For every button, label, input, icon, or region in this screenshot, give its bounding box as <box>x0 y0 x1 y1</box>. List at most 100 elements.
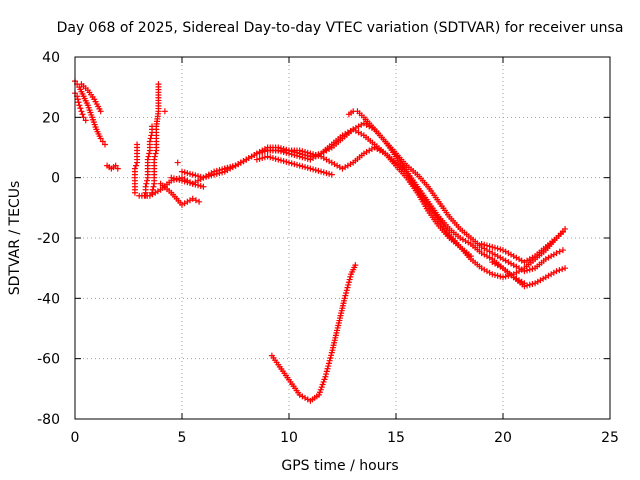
x-tick-label: 10 <box>280 430 298 446</box>
data-point-fill <box>320 169 327 176</box>
data-point <box>179 177 185 184</box>
data-point-fill <box>343 287 350 294</box>
data-marks <box>72 78 569 404</box>
data-point-fill <box>304 164 311 171</box>
data-point <box>253 156 260 163</box>
data-point <box>174 159 181 166</box>
data-point <box>142 183 149 190</box>
data-point <box>80 114 87 121</box>
data-point-fill <box>323 368 330 375</box>
data-point-fill <box>302 164 309 171</box>
data-point-fill <box>219 166 226 173</box>
data-point-fill <box>283 158 290 165</box>
data-point <box>200 183 207 190</box>
data-point-fill <box>343 289 350 296</box>
data-point-fill <box>197 173 204 180</box>
data-point <box>521 283 528 290</box>
data-point-fill <box>483 242 490 249</box>
data-point-fill <box>99 138 106 145</box>
data-point-fill <box>187 179 194 186</box>
data-point-fill <box>259 149 266 156</box>
data-point-fill <box>216 167 223 174</box>
data-point-fill <box>184 179 191 186</box>
y-tick-label: -60 <box>37 352 60 368</box>
data-point-fill <box>256 155 263 162</box>
data-point <box>328 171 335 178</box>
ticks: 0 5 10 15 20 25 -80 -60 -40 -20 0 20 40 <box>37 50 619 446</box>
data-point <box>559 247 566 254</box>
data-point-fill <box>132 162 139 169</box>
data-point-fill <box>267 154 274 161</box>
series-arc-5 <box>253 153 335 178</box>
data-point-fill <box>526 281 533 288</box>
data-point-fill <box>502 273 509 280</box>
data-point-fill <box>328 352 335 359</box>
data-point-fill <box>173 176 180 183</box>
data-point <box>155 81 162 88</box>
data-point <box>559 228 566 235</box>
data-point-fill <box>184 170 191 177</box>
data-point-fill <box>197 182 204 189</box>
data-point <box>562 265 569 272</box>
data-point-fill <box>181 178 188 185</box>
data-point-fill <box>326 357 333 364</box>
data-point-fill <box>288 160 295 167</box>
data-point-fill <box>145 153 152 160</box>
data-point-fill <box>229 163 236 170</box>
data-point <box>489 271 496 278</box>
data-point-fill <box>74 96 81 103</box>
series-late-b <box>489 259 569 290</box>
data-point-fill <box>147 135 154 142</box>
y-tick-label: -40 <box>37 291 60 307</box>
data-point <box>296 147 303 154</box>
data-point <box>97 135 104 142</box>
data-point-fill <box>146 150 153 157</box>
data-point <box>196 198 203 205</box>
y-tick-label: -80 <box>37 412 60 428</box>
data-point <box>144 156 151 163</box>
data-point-fill <box>256 149 263 156</box>
data-point-fill <box>170 175 177 182</box>
data-point <box>296 162 303 169</box>
series-early-b <box>72 90 89 124</box>
data-point-fill <box>299 163 306 170</box>
data-point <box>151 156 158 163</box>
data-point-fill <box>491 271 498 278</box>
data-point <box>134 141 141 148</box>
data-point <box>146 138 153 145</box>
data-point-fill <box>347 273 354 280</box>
data-point <box>307 150 314 157</box>
data-point <box>286 159 292 166</box>
data-point-fill <box>224 164 231 171</box>
data-point-fill <box>312 152 319 159</box>
data-point-fill <box>324 365 331 372</box>
data-point <box>168 174 175 181</box>
data-point <box>275 156 282 163</box>
data-point-fill <box>294 161 301 168</box>
data-point-fill <box>494 245 501 252</box>
series-late-a <box>478 228 566 266</box>
data-point <box>78 108 85 115</box>
data-point <box>322 373 329 380</box>
data-point-fill <box>280 158 287 165</box>
data-point-fill <box>310 151 317 158</box>
x-tick-label: 25 <box>601 430 619 446</box>
series-early-c <box>78 81 104 115</box>
data-point-fill <box>529 265 536 272</box>
series-dot-b <box>174 159 181 166</box>
data-point-fill <box>345 279 352 286</box>
data-point-fill <box>143 180 150 187</box>
series-dot-a <box>161 108 168 115</box>
data-point-fill <box>227 164 234 171</box>
x-tick-label: 0 <box>71 430 80 446</box>
data-point-fill <box>325 363 332 370</box>
data-point-fill <box>344 284 351 291</box>
data-point <box>553 250 560 257</box>
data-point-fill <box>176 176 183 183</box>
data-point <box>553 268 560 275</box>
data-point-fill <box>272 155 279 162</box>
data-point-fill <box>277 157 284 164</box>
data-point <box>264 153 271 160</box>
data-point-fill <box>261 148 268 155</box>
data-point <box>500 274 506 281</box>
